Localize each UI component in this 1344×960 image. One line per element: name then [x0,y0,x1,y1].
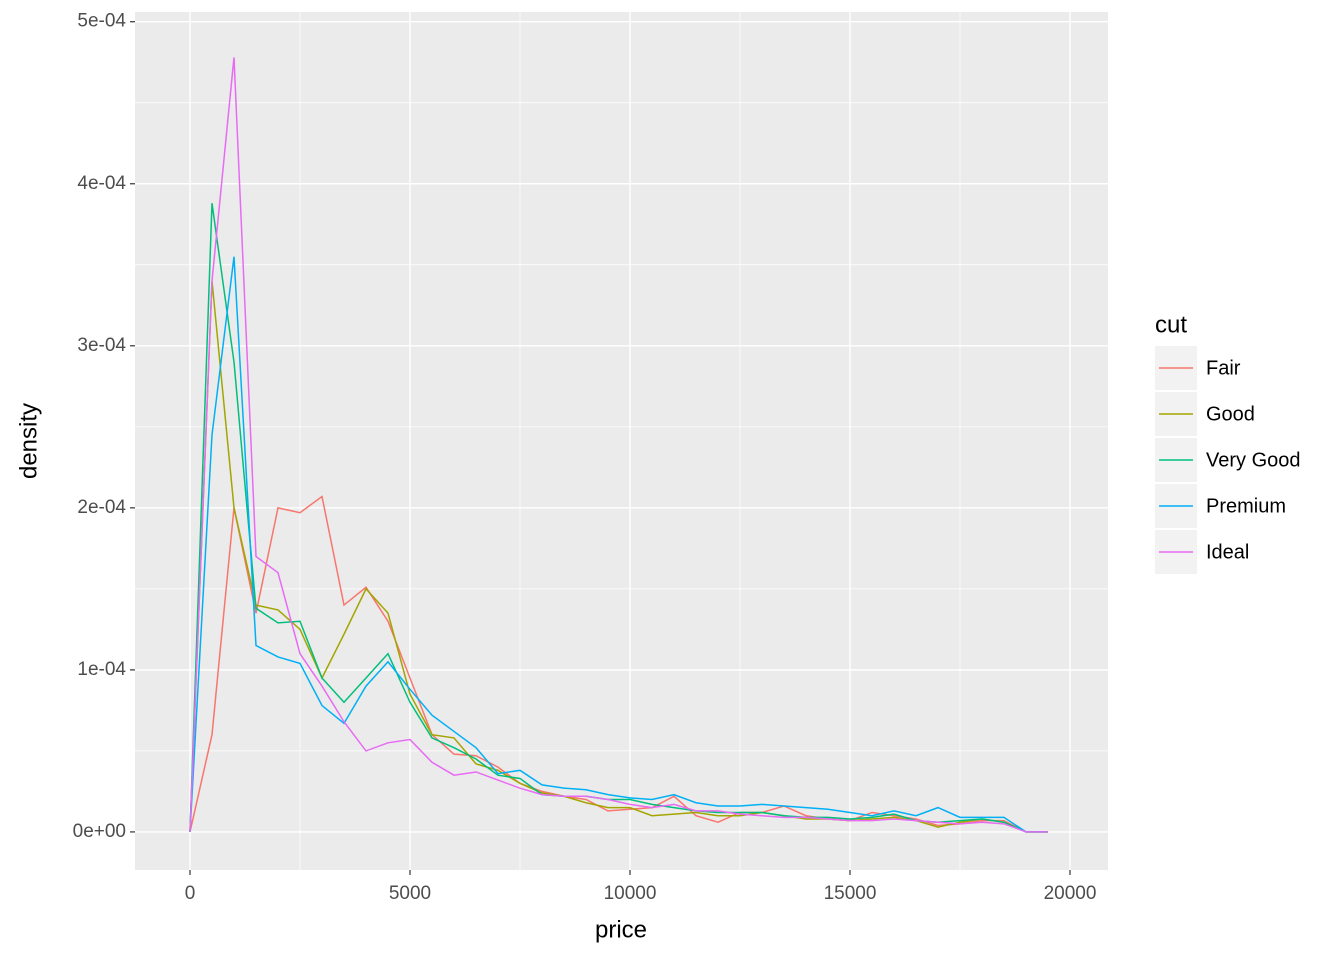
y-tick-label: 5e-04 [77,11,126,32]
series-line [189,256,1048,833]
legend-title: cut [1155,311,1187,338]
y-axis-title: density [15,403,42,479]
legend-label: Good [1206,403,1255,425]
y-tick-label: 0e+00 [73,821,126,842]
legend-label: Ideal [1206,541,1249,563]
y-tick-label: 2e-04 [77,497,126,518]
panel [135,12,1108,870]
legend-label: Premium [1206,495,1286,517]
legend-label: Fair [1206,357,1241,379]
x-tick-label: 5000 [389,883,431,904]
x-tick-label: 20000 [1044,883,1097,904]
series-line [189,57,1048,833]
legend-label: Very Good [1206,449,1301,471]
x-tick-label: 10000 [604,883,657,904]
series-line [189,203,1048,833]
series-line [189,280,1048,833]
x-tick-label: 0 [185,883,196,904]
x-axis-title: price [595,916,647,943]
y-tick-label: 4e-04 [77,173,126,194]
y-tick-label: 3e-04 [77,335,126,356]
y-tick-label: 1e-04 [77,659,126,680]
x-tick-label: 15000 [824,883,877,904]
